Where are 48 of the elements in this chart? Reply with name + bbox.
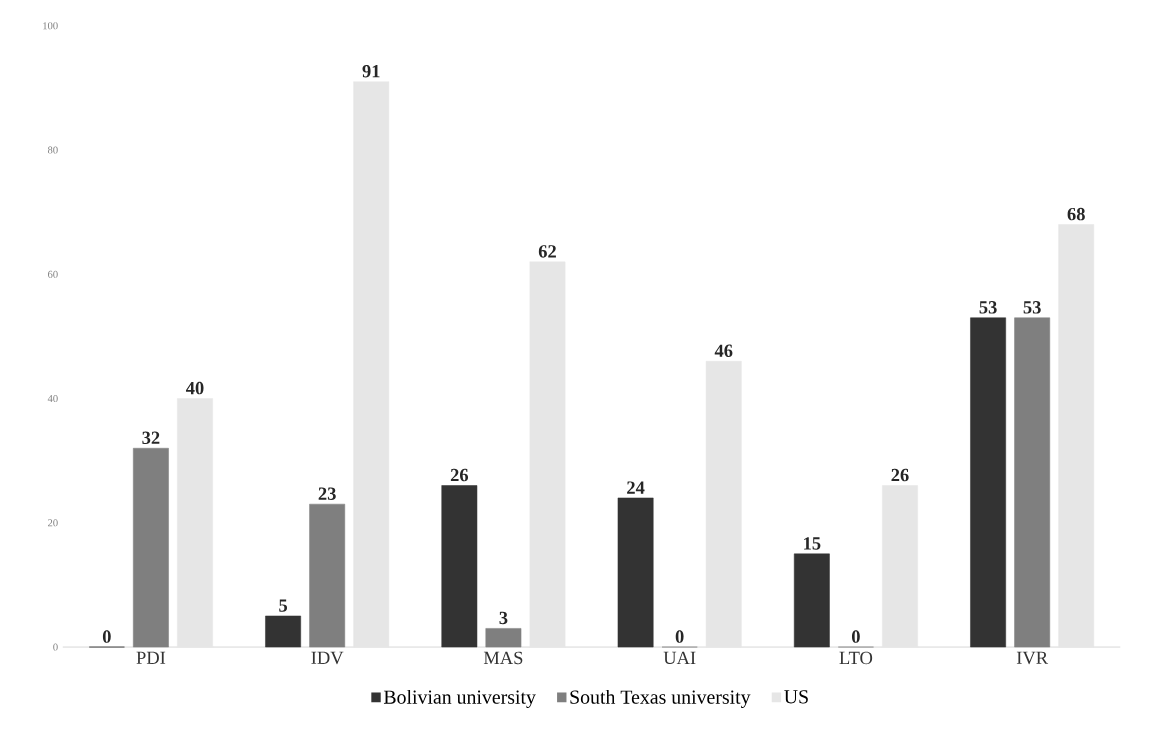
bar — [265, 615, 301, 648]
data-label: 32 — [142, 431, 160, 445]
x-tick-label: MAS — [483, 651, 523, 665]
bar — [1058, 224, 1095, 648]
data-label: 53 — [1023, 301, 1041, 314]
x-tick-label: IDV — [311, 651, 344, 665]
y-tick-label: 40 — [47, 395, 58, 403]
data-label: 26 — [891, 469, 909, 482]
bar — [309, 504, 346, 648]
data-label: 62 — [538, 245, 556, 258]
data-label: 15 — [804, 537, 821, 550]
data-label: 46 — [714, 344, 733, 358]
bar — [177, 398, 213, 648]
data-label: 0 — [102, 630, 111, 644]
data-label: 0 — [851, 630, 860, 644]
data-label: 91 — [362, 65, 380, 78]
data-label: 0 — [675, 630, 684, 644]
bar — [529, 261, 566, 648]
x-tick-label: PDI — [136, 651, 166, 665]
data-label: 5 — [279, 599, 288, 612]
data-label: 53 — [979, 301, 997, 314]
y-tick-label: 80 — [47, 146, 58, 154]
x-tick-label: LTO — [839, 651, 873, 665]
bar — [970, 317, 1006, 648]
data-label: 24 — [627, 481, 645, 494]
y-tick-label: 100 — [43, 22, 58, 30]
data-label: 40 — [185, 382, 204, 395]
legend-label: Bolivian university — [383, 690, 536, 709]
bar — [882, 485, 918, 648]
x-tick-label: IVR — [1016, 651, 1049, 665]
legend-label: South Texas university — [570, 690, 751, 709]
bar — [353, 81, 390, 648]
bar — [793, 553, 830, 648]
bar — [617, 497, 654, 648]
bar — [133, 448, 169, 648]
data-label: 68 — [1067, 208, 1085, 221]
y-tick-label: 20 — [48, 519, 58, 527]
bar — [441, 485, 478, 648]
bar — [485, 628, 522, 648]
bar — [1014, 317, 1051, 648]
legend-label: US — [784, 690, 808, 704]
y-tick-label: 0 — [53, 643, 58, 651]
y-tick-label: 60 — [48, 270, 58, 279]
data-label: 3 — [499, 611, 508, 625]
bar — [705, 361, 742, 648]
data-label: 26 — [450, 469, 469, 482]
data-label: 23 — [318, 487, 336, 501]
x-tick-label: UAI — [663, 651, 696, 665]
